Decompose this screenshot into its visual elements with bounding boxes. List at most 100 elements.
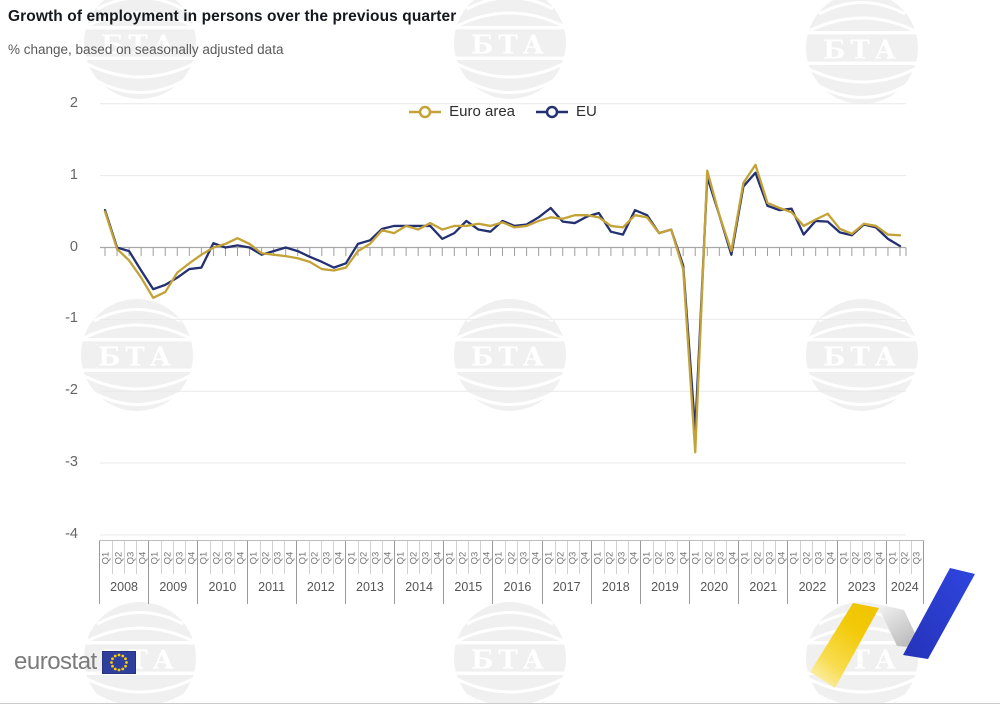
legend-marker-icon	[536, 105, 569, 118]
quarter-label: Q3	[223, 551, 235, 564]
quarter-label: Q4	[776, 551, 788, 564]
quarter-cell: Q4	[726, 541, 738, 574]
quarter-cell: Q4	[578, 541, 591, 574]
quarter-label: Q1	[444, 551, 456, 564]
quarter-label: Q3	[567, 551, 579, 564]
quarter-label: Q4	[481, 551, 493, 564]
quarter-cell: Q3	[861, 541, 874, 574]
year-label: 2021	[749, 580, 778, 594]
legend-label: Euro area	[449, 103, 516, 120]
quarter-label: Q2	[703, 551, 715, 564]
quarter-cell: Q4	[873, 541, 886, 574]
quarter-cell: Q1	[592, 541, 604, 574]
quarter-label: Q1	[346, 551, 358, 564]
quarter-cell: Q4	[332, 541, 345, 574]
quarter-cell: Q2	[554, 541, 567, 574]
x-axis: Q1 Q2 Q3 Q4 2008 Q1 Q2 Q3 Q4 2009 Q1 Q2 Q3 Q4 2010 Q1 Q2…	[99, 540, 924, 604]
quarter-label: Q1	[543, 551, 555, 564]
year-group: Q1 Q2 Q3 Q4 2022	[787, 541, 837, 604]
quarter-label: Q3	[174, 551, 186, 564]
quarter-cell: Q3	[320, 541, 333, 574]
quarter-label: Q3	[469, 551, 481, 564]
quarter-label: Q2	[309, 551, 321, 564]
quarter-cell: Q4	[627, 541, 640, 574]
quarter-cell: Q2	[898, 541, 911, 574]
year-label: 2020	[700, 580, 729, 594]
y-tick-label: -2	[65, 382, 78, 399]
quarter-cell: Q3	[468, 541, 480, 574]
quarter-label: Q3	[616, 551, 628, 564]
quarter-cell: Q2	[751, 541, 763, 574]
quarter-label: Q2	[260, 551, 272, 564]
quarter-cell: Q3	[615, 541, 628, 574]
bta-logo-yellow-stroke	[810, 603, 879, 688]
year-label: 2009	[159, 580, 188, 594]
year-group: Q1 Q2 Q3 Q4 2020	[689, 541, 738, 604]
year-group: Q1 Q2 Q3 Q4 2019	[639, 541, 689, 604]
quarter-cell: Q3	[222, 541, 234, 574]
quarter-label: Q1	[592, 551, 604, 564]
legend-item-euro-area[interactable]: Euro area	[408, 103, 515, 120]
quarter-cell: Q4	[824, 541, 837, 574]
quarter-label: Q3	[764, 551, 776, 564]
quarter-cell: Q1	[444, 541, 456, 574]
quarter-label: Q2	[358, 551, 370, 564]
year-group: Q1 Q2 Q3 Q4 2016	[492, 541, 541, 604]
y-tick-label: -3	[65, 454, 78, 471]
quarter-label: Q1	[641, 551, 653, 564]
quarter-label: Q3	[125, 551, 137, 564]
quarter-cell: Q3	[763, 541, 775, 574]
year-group: Q1 Q2 Q3 Q4 2012	[295, 541, 345, 604]
quarter-cell: Q3	[369, 541, 382, 574]
quarter-label: Q2	[604, 551, 616, 564]
year-group: Q1 Q2 Q3 Q4 2021	[738, 541, 787, 604]
eu-flag-icon	[101, 650, 136, 674]
quarter-cell: Q3	[517, 541, 529, 574]
year-group: Q1 Q2 Q3 Q4 2009	[148, 541, 197, 604]
quarter-cell: Q2	[357, 541, 370, 574]
year-label: 2018	[601, 580, 630, 594]
y-tick-label: -4	[65, 525, 78, 542]
quarter-cell: Q4	[234, 541, 246, 574]
quarter-cell: Q2	[800, 541, 812, 574]
quarter-cell: Q1	[248, 541, 260, 574]
quarter-label: Q3	[370, 551, 382, 564]
quarter-cell: Q2	[210, 541, 222, 574]
quarter-label: Q4	[333, 551, 345, 564]
quarter-cell: Q1	[395, 541, 407, 574]
quarter-label: Q2	[162, 551, 174, 564]
quarter-cell: Q3	[124, 541, 136, 574]
quarter-label: Q3	[272, 551, 284, 564]
year-label: 2015	[454, 580, 483, 594]
quarter-cell: Q3	[664, 541, 677, 574]
quarter-label: Q3	[715, 551, 727, 564]
quarter-label: Q1	[493, 551, 505, 564]
quarter-label: Q2	[555, 551, 567, 564]
year-group: Q1 Q2 Q3 Q4 2018	[590, 541, 640, 604]
quarter-cell: Q2	[259, 541, 272, 574]
quarter-label: Q4	[628, 551, 640, 564]
quarter-label: Q1	[739, 551, 751, 564]
year-group: Q1 Q2 Q3 Q4 2010	[197, 541, 246, 604]
quarter-cell: Q2	[603, 541, 616, 574]
year-group: Q1 Q2 Q3 Q4 2014	[394, 541, 443, 604]
quarter-cell: Q2	[308, 541, 321, 574]
quarter-cell: Q4	[431, 541, 443, 574]
quarter-cell: Q1	[198, 541, 210, 574]
quarter-cell: Q3	[812, 541, 824, 574]
legend-item-eu[interactable]: EU	[535, 103, 597, 120]
quarter-cell: Q2	[112, 541, 124, 574]
quarter-cell: Q3	[173, 541, 185, 574]
quarter-cell: Q3	[271, 541, 284, 574]
quarter-label: Q1	[690, 551, 702, 564]
quarter-cell: Q2	[505, 541, 517, 574]
year-label: 2024	[890, 580, 919, 594]
quarter-cell: Q2	[702, 541, 714, 574]
quarter-label: Q2	[113, 551, 125, 564]
y-tick-label: 1	[69, 166, 78, 183]
quarter-label: Q1	[149, 551, 161, 564]
year-group: Q1 Q2 Q3 Q4 2013	[344, 541, 394, 604]
legend-marker-icon	[409, 105, 442, 118]
chart-subtitle: % change, based on seasonally adjusted d…	[8, 42, 284, 57]
